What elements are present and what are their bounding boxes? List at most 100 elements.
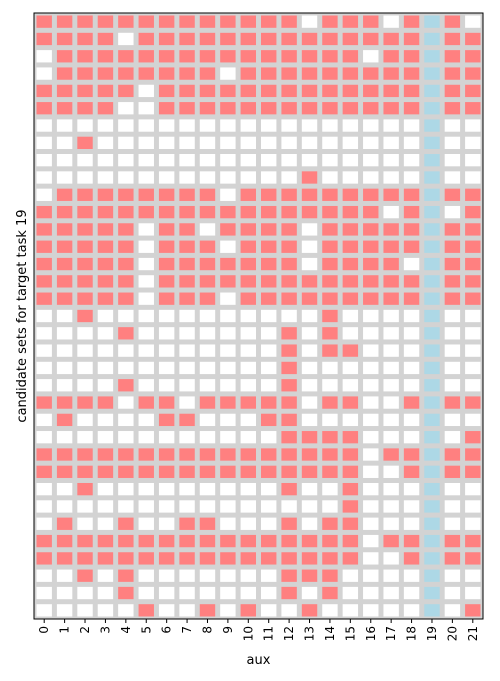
heatmap-cell: [97, 240, 114, 253]
heatmap-cell: [97, 50, 114, 63]
heatmap-cell: [77, 482, 93, 496]
heatmap-cell: [118, 84, 134, 98]
heatmap-cell: [97, 344, 114, 357]
heatmap-cell: [199, 517, 216, 530]
heatmap-cell: [138, 517, 154, 530]
heatmap-cell: [281, 292, 297, 305]
heatmap-cell: [322, 431, 338, 444]
heatmap-cell: [56, 379, 73, 392]
heatmap-cell: [342, 327, 359, 340]
heatmap-cell: [158, 482, 175, 496]
x-axis-label: aux: [247, 653, 271, 668]
heatmap-cell: [383, 275, 399, 288]
heatmap-cell: [322, 50, 338, 63]
heatmap-cell: [56, 15, 73, 28]
heatmap-cell: [220, 604, 236, 617]
heatmap-cell: [199, 136, 216, 150]
heatmap-cell: [281, 431, 297, 444]
heatmap-cell: [261, 32, 277, 46]
heatmap-cell: [444, 482, 461, 496]
heatmap-cell: [138, 569, 154, 582]
heatmap-cell: [97, 136, 114, 150]
heatmap-cell: [97, 327, 114, 340]
heatmap-cell: [424, 84, 440, 98]
heatmap-cell: [403, 257, 420, 271]
heatmap-cell: [322, 275, 338, 288]
heatmap-cell: [342, 379, 359, 392]
heatmap-cell: [97, 552, 114, 565]
heatmap-cell: [403, 413, 420, 427]
heatmap-cell: [220, 102, 236, 115]
heatmap-cell: [403, 32, 420, 46]
heatmap-cell: [77, 500, 93, 513]
heatmap-cell: [403, 379, 420, 392]
heatmap-cell: [261, 84, 277, 98]
heatmap-cell: [281, 465, 297, 478]
heatmap-cell: [179, 84, 195, 98]
heatmap-cell: [56, 309, 73, 323]
heatmap-cell: [261, 586, 277, 600]
heatmap-cell: [36, 431, 52, 444]
heatmap-cell: [383, 119, 399, 132]
heatmap-cell: [403, 586, 420, 600]
heatmap-cell: [342, 361, 359, 375]
heatmap-cell: [220, 205, 236, 219]
heatmap-cell: [281, 396, 297, 409]
heatmap-cell: [138, 223, 154, 236]
heatmap-cell: [97, 534, 114, 548]
heatmap-cell: [342, 15, 359, 28]
heatmap-cell: [444, 431, 461, 444]
heatmap-cell: [220, 413, 236, 427]
heatmap-cell: [240, 84, 256, 98]
heatmap-cell: [301, 552, 318, 565]
heatmap-cell: [118, 361, 134, 375]
heatmap-cell: [77, 171, 93, 184]
heatmap-cell: [220, 534, 236, 548]
heatmap-cell: [465, 534, 481, 548]
heatmap-cell: [56, 431, 73, 444]
heatmap-cell: [383, 223, 399, 236]
heatmap-cell: [261, 482, 277, 496]
heatmap-cell: [97, 569, 114, 582]
heatmap-cell: [220, 119, 236, 132]
heatmap-cell: [199, 102, 216, 115]
heatmap-cell: [158, 67, 175, 80]
heatmap-cell: [118, 500, 134, 513]
heatmap-cell: [342, 517, 359, 530]
heatmap-cell: [56, 32, 73, 46]
heatmap-cell: [77, 188, 93, 201]
heatmap-cell: [301, 188, 318, 201]
heatmap-cell: [240, 50, 256, 63]
heatmap-cell: [403, 67, 420, 80]
heatmap-cell: [36, 32, 52, 46]
heatmap-cell: [179, 586, 195, 600]
heatmap-cell: [261, 344, 277, 357]
heatmap-cell: [56, 223, 73, 236]
heatmap-cell: [363, 517, 379, 530]
heatmap-cell: [322, 102, 338, 115]
heatmap-cell: [158, 361, 175, 375]
heatmap-cell: [118, 275, 134, 288]
heatmap-cell: [240, 327, 256, 340]
heatmap-cell: [77, 275, 93, 288]
heatmap-cell: [403, 292, 420, 305]
x-tick-label: 18: [405, 626, 419, 641]
heatmap-cell: [179, 482, 195, 496]
heatmap-cell: [301, 32, 318, 46]
heatmap-cell: [56, 517, 73, 530]
heatmap-cell: [465, 379, 481, 392]
heatmap-cell: [261, 154, 277, 167]
heatmap-cell: [220, 275, 236, 288]
heatmap-cell: [444, 465, 461, 478]
heatmap-cell: [301, 223, 318, 236]
heatmap-cell: [261, 361, 277, 375]
heatmap-cell: [383, 604, 399, 617]
heatmap-cell: [240, 67, 256, 80]
heatmap-cell: [342, 569, 359, 582]
heatmap-cell: [97, 586, 114, 600]
heatmap-cell: [281, 223, 297, 236]
heatmap-cell: [138, 154, 154, 167]
heatmap-cell: [179, 171, 195, 184]
heatmap-cell: [199, 50, 216, 63]
heatmap-cell: [465, 119, 481, 132]
